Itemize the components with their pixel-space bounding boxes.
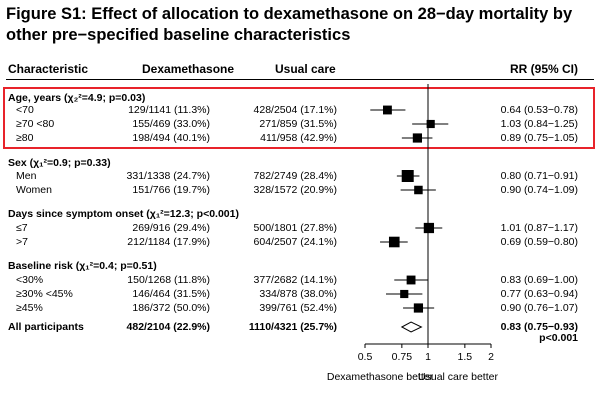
group-label: Baseline risk (χ₁²=0.4; p=0.51) xyxy=(8,260,157,272)
row-label: <70 xyxy=(16,104,34,116)
table-row: Men 331/1338 (24.7%) 782/2749 (28.4%) 0.… xyxy=(0,169,600,183)
estimate-square-3 xyxy=(412,133,423,143)
row-dex: 155/469 (33.0%) xyxy=(132,118,210,130)
row-uc: 428/2504 (17.1%) xyxy=(253,104,337,116)
table-row: Women 151/766 (19.7%) 328/1572 (20.9%) 0… xyxy=(0,183,600,197)
row-label: >7 xyxy=(16,236,28,248)
row-label: ≥30% <45% xyxy=(16,288,73,300)
group-header-risk: Baseline risk (χ₁²=0.4; p=0.51) xyxy=(0,259,600,273)
row-rr: 0.90 (0.76−1.07) xyxy=(500,302,578,314)
row-rr: 1.01 (0.87−1.17) xyxy=(500,222,578,234)
estimate-square-8 xyxy=(406,275,416,285)
row-uc: 271/859 (31.5%) xyxy=(259,118,337,130)
row-uc: 500/1801 (27.8%) xyxy=(253,222,337,234)
estimate-square-9 xyxy=(400,289,409,299)
row-label: ≥80 xyxy=(16,132,34,144)
row-rr: 0.80 (0.71−0.91) xyxy=(500,170,578,182)
x-tick-label: 1 xyxy=(425,351,431,363)
group-label: Age, years (χ₂²=4.9; p=0.03) xyxy=(8,92,146,104)
row-label: <30% xyxy=(16,274,44,286)
overall-diamond xyxy=(400,321,423,333)
row-label: ≤7 xyxy=(16,222,28,234)
row-dex: 331/1338 (24.7%) xyxy=(126,170,210,182)
row-dex: 146/464 (31.5%) xyxy=(132,288,210,300)
row-uc: 1110/4321 (25.7%) xyxy=(248,321,337,333)
favours-left-label: Dexamethasone better xyxy=(326,371,434,383)
estimate-square-4 xyxy=(401,170,414,182)
header-usual-care: Usual care xyxy=(275,62,336,76)
group-header-sex: Sex (χ₁²=0.9; p=0.33) xyxy=(0,156,600,170)
row-uc: 377/2682 (14.1%) xyxy=(253,274,337,286)
row-dex: 150/1268 (11.8%) xyxy=(127,274,210,286)
table-row: >7 212/1184 (17.9%) 604/2507 (24.1%) 0.6… xyxy=(0,235,600,249)
table-row: ≥45% 186/372 (50.0%) 399/761 (52.4%) 0.9… xyxy=(0,301,600,315)
row-rr: 1.03 (0.84−1.25) xyxy=(500,118,578,130)
estimate-square-1 xyxy=(383,105,392,115)
figure-title: Figure S1: Effect of allocation to dexam… xyxy=(6,5,573,44)
group-header-age: Age, years (χ₂²=4.9; p=0.03) xyxy=(0,91,600,105)
row-label: Men xyxy=(16,170,37,182)
row-uc: 334/878 (38.0%) xyxy=(259,288,337,300)
x-tick-label: 0.5 xyxy=(357,351,373,363)
estimate-square-2 xyxy=(426,119,435,129)
row-uc: 399/761 (52.4%) xyxy=(259,302,337,314)
row-dex: 186/372 (50.0%) xyxy=(132,302,210,314)
row-dex: 269/916 (29.4%) xyxy=(132,222,210,234)
header-rule xyxy=(6,79,594,80)
overall-row: All participants 482/2104 (22.9%) 1110/4… xyxy=(0,320,600,334)
row-rr: 0.89 (0.75−1.05) xyxy=(500,132,578,144)
x-tick-label: 0.75 xyxy=(391,351,413,363)
row-rr: 0.90 (0.74−1.09) xyxy=(500,184,578,196)
header-characteristic: Characteristic xyxy=(8,62,89,76)
group-header-days: Days since symptom onset (χ₁²=12.3; p<0.… xyxy=(0,207,600,221)
estimate-square-6 xyxy=(423,222,435,234)
group-label: Sex (χ₁²=0.9; p=0.33) xyxy=(8,157,111,169)
row-dex: 212/1184 (17.9%) xyxy=(127,236,210,248)
estimate-square-10 xyxy=(413,303,424,313)
row-uc: 328/1572 (20.9%) xyxy=(253,184,337,196)
row-label: All participants xyxy=(8,321,84,333)
x-tick-label: 2 xyxy=(488,351,494,363)
table-row: <30% 150/1268 (11.8%) 377/2682 (14.1%) 0… xyxy=(0,273,600,287)
favours-right-label: Usual care better xyxy=(418,371,498,383)
table-row: ≥30% <45% 146/464 (31.5%) 334/878 (38.0%… xyxy=(0,287,600,301)
row-dex: 482/2104 (22.9%) xyxy=(126,321,210,333)
row-dex: 198/494 (40.1%) xyxy=(132,132,210,144)
row-rr: 0.69 (0.59−0.80) xyxy=(500,236,578,248)
row-dex: 151/766 (19.7%) xyxy=(132,184,210,196)
row-rr: 0.83 (0.69−1.00) xyxy=(500,274,578,286)
age-highlight-box xyxy=(3,87,595,149)
table-row: <70 129/1141 (11.3%) 428/2504 (17.1%) 0.… xyxy=(0,103,600,117)
row-label: ≥70 <80 xyxy=(16,118,55,130)
row-label: ≥45% xyxy=(16,302,43,314)
table-row: ≥70 <80 155/469 (33.0%) 271/859 (31.5%) … xyxy=(0,117,600,131)
header-dexamethasone: Dexamethasone xyxy=(142,62,235,76)
estimate-square-7 xyxy=(388,236,400,248)
row-uc: 411/958 (42.9%) xyxy=(260,132,337,144)
row-rr: 0.64 (0.53−0.78) xyxy=(500,104,578,116)
row-rr: 0.83 (0.75−0.93) xyxy=(500,321,578,333)
header-rr: RR (95% CI) xyxy=(509,62,578,76)
group-label: Days since symptom onset (χ₁²=12.3; p<0.… xyxy=(8,208,239,220)
table-row: ≤7 269/916 (29.4%) 500/1801 (27.8%) 1.01… xyxy=(0,221,600,235)
row-uc: 782/2749 (28.4%) xyxy=(253,170,337,182)
row-rr: 0.77 (0.63−0.94) xyxy=(500,288,578,300)
estimate-square-5 xyxy=(414,185,423,195)
row-uc: 604/2507 (24.1%) xyxy=(253,236,337,248)
x-tick-label: 1.5 xyxy=(457,351,473,363)
overall-p-value: p<0.001 xyxy=(539,332,578,344)
table-row: ≥80 198/494 (40.1%) 411/958 (42.9%) 0.89… xyxy=(0,131,600,145)
row-dex: 129/1141 (11.3%) xyxy=(128,104,210,116)
row-label: Women xyxy=(16,184,52,196)
